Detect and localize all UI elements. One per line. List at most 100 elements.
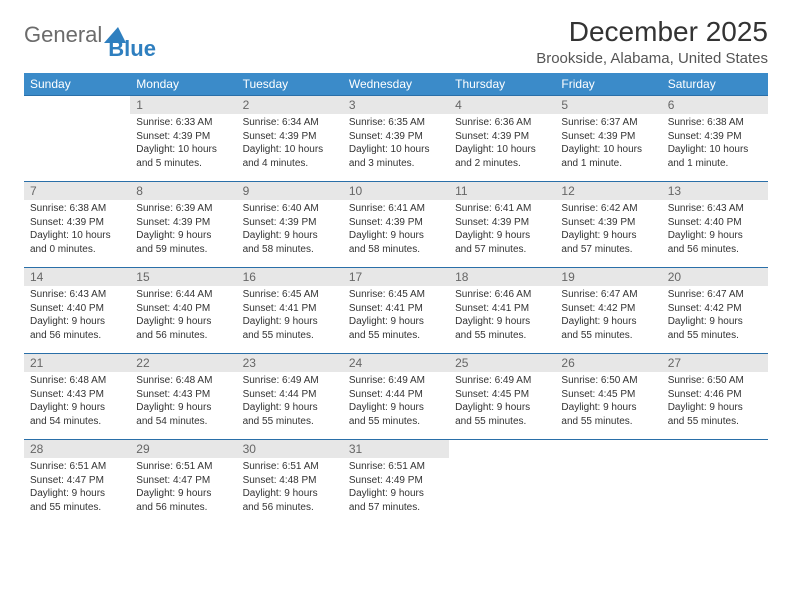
day-line-day2: and 55 minutes. [455,415,549,429]
day-number: 3 [343,96,449,114]
day-line-day1: Daylight: 9 hours [349,229,443,243]
day-number: 7 [24,182,130,200]
day-details: Sunrise: 6:51 AMSunset: 4:48 PMDaylight:… [237,458,343,518]
day-line-day1: Daylight: 9 hours [136,229,230,243]
day-details: Sunrise: 6:38 AMSunset: 4:39 PMDaylight:… [24,200,130,260]
day-line-sunset: Sunset: 4:39 PM [455,216,549,230]
day-details: Sunrise: 6:45 AMSunset: 4:41 PMDaylight:… [237,286,343,346]
day-line-sunrise: Sunrise: 6:48 AM [136,374,230,388]
day-line-sunrise: Sunrise: 6:47 AM [668,288,762,302]
day-details: Sunrise: 6:40 AMSunset: 4:39 PMDaylight:… [237,200,343,260]
day-details: Sunrise: 6:34 AMSunset: 4:39 PMDaylight:… [237,114,343,174]
day-cell: 30Sunrise: 6:51 AMSunset: 4:48 PMDayligh… [237,440,343,526]
day-line-sunrise: Sunrise: 6:43 AM [30,288,124,302]
day-details: Sunrise: 6:43 AMSunset: 4:40 PMDaylight:… [662,200,768,260]
day-line-sunrise: Sunrise: 6:48 AM [30,374,124,388]
day-line-sunrise: Sunrise: 6:46 AM [455,288,549,302]
day-line-day2: and 1 minute. [561,157,655,171]
day-line-sunrise: Sunrise: 6:43 AM [668,202,762,216]
day-cell: 4Sunrise: 6:36 AMSunset: 4:39 PMDaylight… [449,96,555,182]
day-details: Sunrise: 6:38 AMSunset: 4:39 PMDaylight:… [662,114,768,174]
day-line-sunrise: Sunrise: 6:36 AM [455,116,549,130]
day-cell: 20Sunrise: 6:47 AMSunset: 4:42 PMDayligh… [662,268,768,354]
day-details: Sunrise: 6:36 AMSunset: 4:39 PMDaylight:… [449,114,555,174]
day-number: 24 [343,354,449,372]
day-details: Sunrise: 6:47 AMSunset: 4:42 PMDaylight:… [662,286,768,346]
day-number: 30 [237,440,343,458]
day-number: 20 [662,268,768,286]
day-line-day1: Daylight: 9 hours [561,229,655,243]
day-line-sunrise: Sunrise: 6:41 AM [455,202,549,216]
day-number: 19 [555,268,661,286]
day-cell: 1Sunrise: 6:33 AMSunset: 4:39 PMDaylight… [130,96,236,182]
day-line-sunrise: Sunrise: 6:33 AM [136,116,230,130]
day-line-sunset: Sunset: 4:44 PM [349,388,443,402]
day-line-day2: and 56 minutes. [668,243,762,257]
logo-word2: Blue [108,36,156,62]
day-cell [24,96,130,182]
day-line-sunset: Sunset: 4:43 PM [136,388,230,402]
day-line-sunrise: Sunrise: 6:47 AM [561,288,655,302]
day-cell [662,440,768,526]
day-details: Sunrise: 6:33 AMSunset: 4:39 PMDaylight:… [130,114,236,174]
col-saturday: Saturday [662,73,768,96]
col-sunday: Sunday [24,73,130,96]
day-line-sunset: Sunset: 4:39 PM [136,216,230,230]
day-line-day1: Daylight: 10 hours [30,229,124,243]
day-line-day1: Daylight: 9 hours [455,315,549,329]
day-number: 8 [130,182,236,200]
day-number: 5 [555,96,661,114]
day-cell [555,440,661,526]
day-line-sunset: Sunset: 4:39 PM [561,216,655,230]
day-cell: 9Sunrise: 6:40 AMSunset: 4:39 PMDaylight… [237,182,343,268]
day-details: Sunrise: 6:51 AMSunset: 4:47 PMDaylight:… [24,458,130,518]
day-line-day1: Daylight: 9 hours [668,229,762,243]
day-line-day1: Daylight: 9 hours [243,487,337,501]
day-number: 2 [237,96,343,114]
day-cell: 10Sunrise: 6:41 AMSunset: 4:39 PMDayligh… [343,182,449,268]
day-number: 1 [130,96,236,114]
day-line-sunset: Sunset: 4:39 PM [561,130,655,144]
day-cell: 11Sunrise: 6:41 AMSunset: 4:39 PMDayligh… [449,182,555,268]
day-line-sunrise: Sunrise: 6:42 AM [561,202,655,216]
day-line-sunset: Sunset: 4:41 PM [455,302,549,316]
day-line-sunrise: Sunrise: 6:51 AM [30,460,124,474]
day-cell: 28Sunrise: 6:51 AMSunset: 4:47 PMDayligh… [24,440,130,526]
day-details: Sunrise: 6:49 AMSunset: 4:45 PMDaylight:… [449,372,555,432]
day-line-day1: Daylight: 10 hours [561,143,655,157]
day-number: 9 [237,182,343,200]
day-line-sunset: Sunset: 4:39 PM [349,130,443,144]
week-row: 1Sunrise: 6:33 AMSunset: 4:39 PMDaylight… [24,96,768,182]
day-cell: 6Sunrise: 6:38 AMSunset: 4:39 PMDaylight… [662,96,768,182]
day-number: 22 [130,354,236,372]
day-line-day2: and 55 minutes. [349,415,443,429]
day-line-day1: Daylight: 9 hours [561,315,655,329]
day-line-sunrise: Sunrise: 6:38 AM [668,116,762,130]
day-line-day1: Daylight: 9 hours [455,401,549,415]
day-cell: 15Sunrise: 6:44 AMSunset: 4:40 PMDayligh… [130,268,236,354]
day-line-sunset: Sunset: 4:39 PM [136,130,230,144]
day-line-day1: Daylight: 9 hours [136,315,230,329]
day-line-day1: Daylight: 9 hours [349,487,443,501]
day-number: 21 [24,354,130,372]
day-line-day2: and 5 minutes. [136,157,230,171]
day-line-sunset: Sunset: 4:39 PM [243,216,337,230]
day-line-sunrise: Sunrise: 6:41 AM [349,202,443,216]
day-cell: 22Sunrise: 6:48 AMSunset: 4:43 PMDayligh… [130,354,236,440]
day-number: 16 [237,268,343,286]
day-number: 27 [662,354,768,372]
day-cell: 25Sunrise: 6:49 AMSunset: 4:45 PMDayligh… [449,354,555,440]
day-cell: 19Sunrise: 6:47 AMSunset: 4:42 PMDayligh… [555,268,661,354]
col-thursday: Thursday [449,73,555,96]
day-line-day2: and 58 minutes. [349,243,443,257]
day-details: Sunrise: 6:41 AMSunset: 4:39 PMDaylight:… [343,200,449,260]
logo: General Blue [24,16,156,48]
day-line-sunrise: Sunrise: 6:38 AM [30,202,124,216]
day-line-sunrise: Sunrise: 6:45 AM [349,288,443,302]
day-line-day1: Daylight: 10 hours [243,143,337,157]
day-line-day2: and 55 minutes. [243,415,337,429]
day-line-sunset: Sunset: 4:42 PM [668,302,762,316]
day-cell: 16Sunrise: 6:45 AMSunset: 4:41 PMDayligh… [237,268,343,354]
day-line-sunset: Sunset: 4:44 PM [243,388,337,402]
col-friday: Friday [555,73,661,96]
